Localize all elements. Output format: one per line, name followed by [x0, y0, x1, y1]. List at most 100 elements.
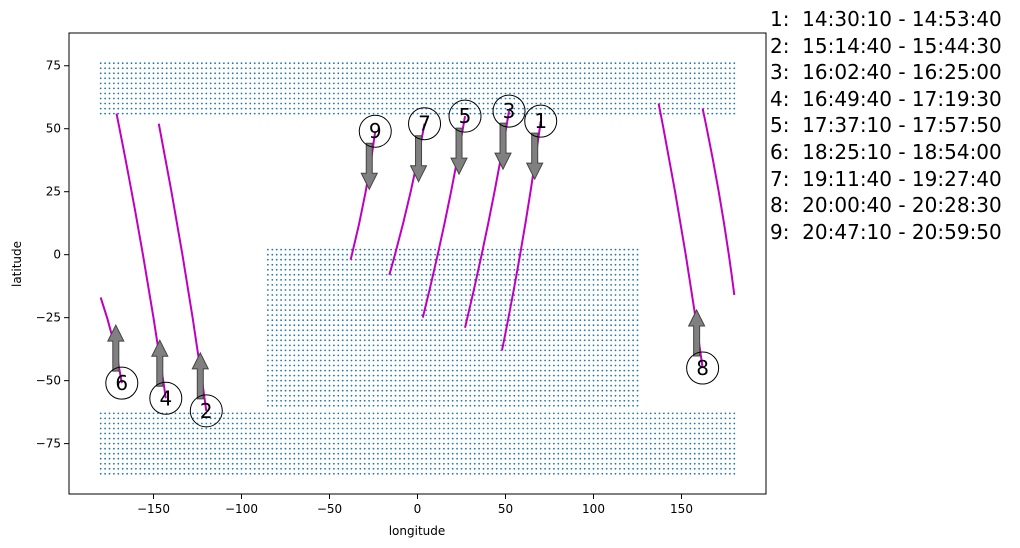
land-point — [99, 472, 102, 475]
land-point — [363, 364, 366, 367]
land-point — [544, 77, 546, 80]
land-point — [509, 467, 511, 470]
land-point — [297, 447, 300, 450]
land-point — [707, 82, 709, 85]
land-point — [152, 417, 155, 420]
land-point — [592, 457, 595, 460]
land-point — [632, 394, 634, 397]
land-point — [293, 87, 296, 90]
land-point — [275, 324, 278, 327]
land-points-layer — [99, 62, 736, 475]
land-point — [658, 67, 661, 70]
land-point — [685, 72, 687, 75]
land-point — [636, 354, 639, 357]
land-point — [597, 364, 599, 367]
land-point — [610, 334, 612, 337]
land-point — [597, 329, 599, 332]
land-point — [601, 399, 604, 402]
land-point — [148, 437, 151, 440]
land-point — [372, 452, 375, 455]
land-point — [407, 432, 410, 435]
land-point — [262, 417, 265, 420]
land-point — [561, 87, 564, 90]
land-point — [346, 399, 348, 402]
land-point — [592, 102, 595, 105]
land-point — [531, 349, 533, 352]
land-point — [522, 334, 524, 337]
land-point — [99, 447, 102, 450]
land-point — [619, 442, 621, 445]
land-point — [390, 447, 392, 450]
land-point — [539, 324, 542, 327]
land-point — [130, 412, 133, 415]
land-point — [636, 112, 639, 115]
land-point — [513, 447, 516, 450]
land-point — [271, 374, 274, 377]
land-point — [412, 67, 414, 70]
land-point — [623, 112, 626, 115]
land-point — [412, 412, 414, 415]
land-point — [231, 102, 234, 105]
land-point — [698, 82, 700, 85]
land-point — [614, 437, 617, 440]
land-point — [425, 399, 428, 402]
land-point — [451, 442, 454, 445]
land-point — [412, 369, 414, 372]
land-point — [381, 324, 384, 327]
land-point — [570, 422, 573, 425]
land-point — [315, 359, 318, 362]
land-point — [368, 417, 370, 420]
land-point — [544, 67, 546, 70]
land-point — [135, 107, 137, 110]
land-point — [619, 339, 621, 342]
land-point — [289, 457, 291, 460]
land-point — [113, 412, 115, 415]
land-point — [399, 324, 401, 327]
land-point — [99, 467, 102, 470]
land-point — [429, 432, 432, 435]
land-point — [495, 432, 498, 435]
land-point — [636, 67, 639, 70]
land-point — [438, 437, 441, 440]
land-point — [267, 394, 269, 397]
land-point — [553, 452, 555, 455]
land-point — [381, 422, 384, 425]
land-point — [636, 72, 639, 75]
land-point — [280, 437, 282, 440]
land-point — [174, 92, 177, 95]
land-point — [192, 442, 195, 445]
land-point — [157, 472, 159, 475]
land-point — [548, 112, 551, 115]
land-point — [597, 379, 599, 382]
land-point — [627, 92, 630, 95]
land-point — [658, 97, 661, 100]
land-point — [460, 92, 463, 95]
land-point — [363, 339, 366, 342]
land-point — [385, 364, 388, 367]
land-point — [289, 354, 291, 357]
land-point — [553, 467, 555, 470]
land-point — [513, 417, 516, 420]
land-point — [473, 467, 476, 470]
land-point — [579, 349, 582, 352]
land-point — [561, 432, 564, 435]
land-point — [337, 82, 340, 85]
land-point — [113, 442, 115, 445]
land-point — [245, 87, 247, 90]
land-point — [214, 412, 217, 415]
land-point — [231, 67, 234, 70]
land-point — [733, 462, 736, 465]
land-point — [649, 62, 652, 65]
land-point — [720, 417, 722, 420]
land-point — [636, 427, 639, 430]
land-point — [487, 359, 489, 362]
land-point — [447, 319, 450, 322]
land-point — [130, 442, 133, 445]
land-point — [473, 112, 476, 115]
land-point — [711, 417, 714, 420]
land-point — [460, 452, 463, 455]
land-point — [456, 112, 458, 115]
land-point — [438, 432, 441, 435]
land-point — [311, 417, 313, 420]
land-point — [544, 329, 546, 332]
